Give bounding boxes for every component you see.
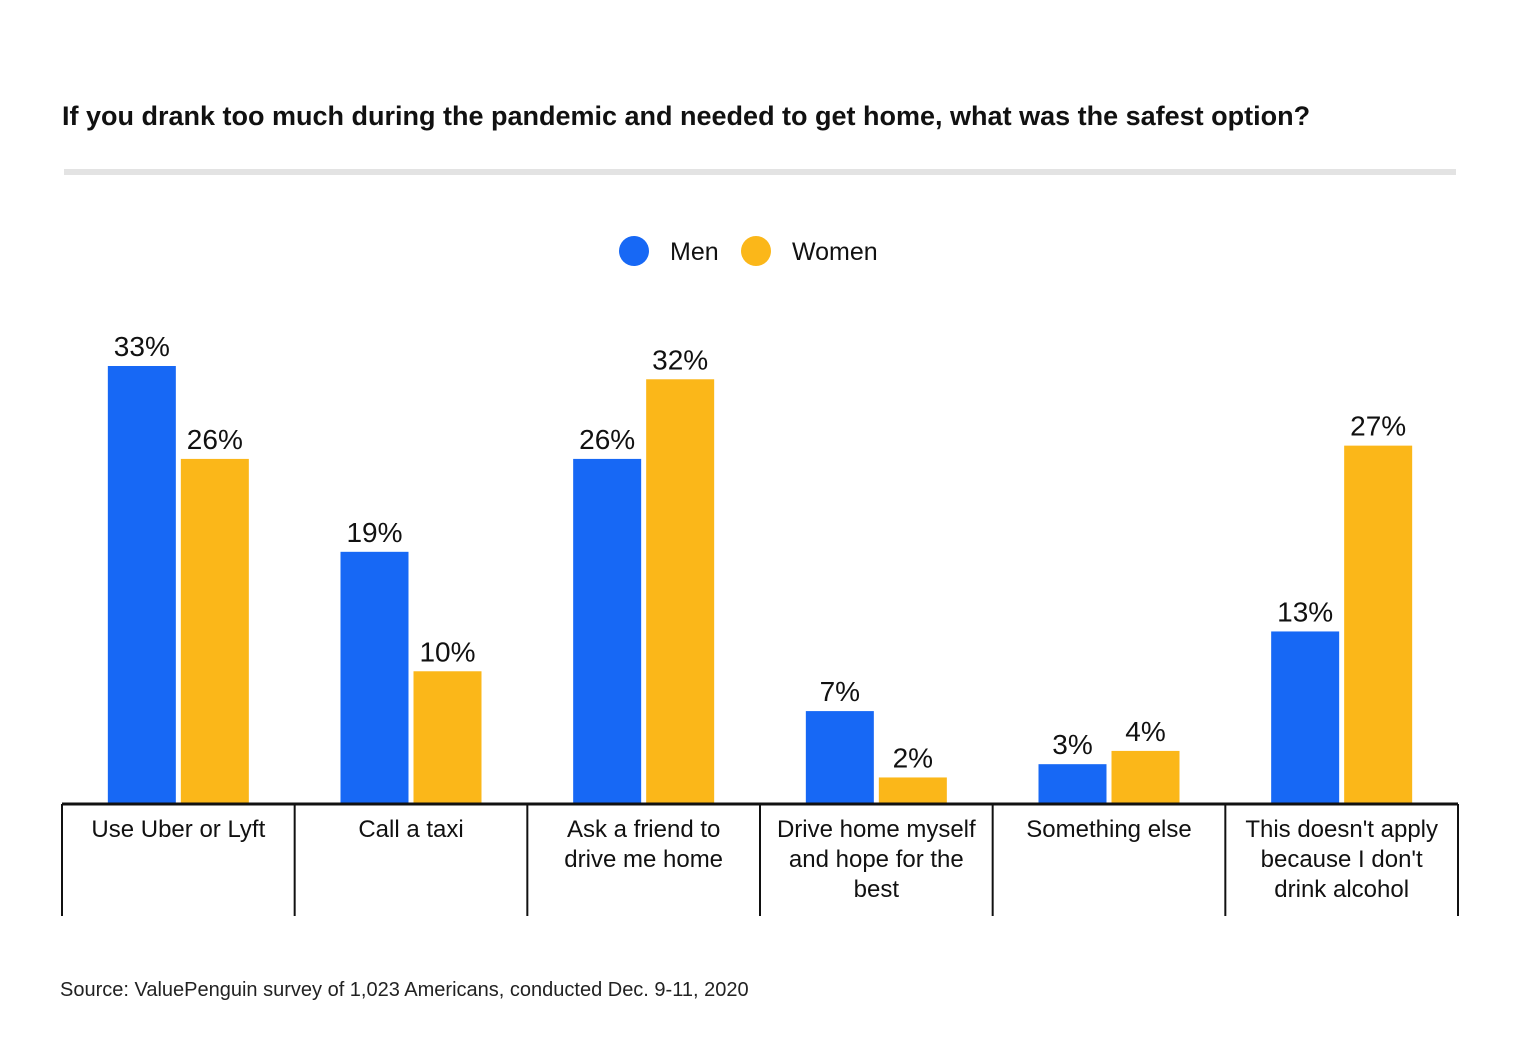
bar-men-3: [806, 711, 874, 804]
value-label-men-0: 33%: [114, 331, 170, 362]
bar-chart: If you drank too much during the pandemi…: [0, 0, 1520, 1064]
legend-label-women: Women: [792, 238, 878, 266]
value-label-women-3: 2%: [893, 742, 933, 773]
title-divider: [64, 169, 1456, 175]
category-label-5-line-1: because I don't: [1261, 846, 1423, 873]
value-label-women-1: 10%: [419, 636, 475, 667]
category-label-3-line-2: best: [854, 876, 900, 903]
bar-men-2: [573, 459, 641, 804]
bar-men-0: [108, 366, 176, 804]
legend-label-men: Men: [670, 238, 719, 266]
category-label-5-line-0: This doesn't apply: [1245, 816, 1438, 843]
category-label-3-line-1: and hope for the: [789, 846, 964, 873]
category-label-2-line-0: Ask a friend to: [567, 816, 720, 843]
category-label-4-line-0: Something else: [1026, 816, 1191, 843]
category-label-3-line-0: Drive home myself: [777, 816, 976, 843]
bar-women-1: [414, 671, 482, 804]
value-label-men-1: 19%: [346, 517, 402, 548]
bar-women-5: [1344, 446, 1412, 804]
bar-men-4: [1039, 764, 1107, 804]
bar-women-4: [1112, 751, 1180, 804]
value-label-men-2: 26%: [579, 424, 635, 455]
value-label-men-3: 7%: [820, 676, 860, 707]
bar-men-5: [1271, 631, 1339, 804]
chart-title: If you drank too much during the pandemi…: [62, 101, 1310, 131]
value-label-women-5: 27%: [1350, 411, 1406, 442]
legend: Men Women: [619, 236, 878, 266]
category-label-5-line-2: drink alcohol: [1274, 876, 1409, 903]
category-label-2-line-1: drive me home: [564, 846, 723, 873]
source-note: Source: ValuePenguin survey of 1,023 Ame…: [60, 979, 749, 1001]
legend-swatch-men: [619, 236, 649, 266]
value-label-men-4: 3%: [1052, 729, 1092, 760]
value-label-women-0: 26%: [187, 424, 243, 455]
bar-women-3: [879, 777, 947, 804]
value-label-women-4: 4%: [1125, 716, 1165, 747]
value-label-women-2: 32%: [652, 344, 708, 375]
legend-swatch-women: [741, 236, 771, 266]
chart-container: If you drank too much during the pandemi…: [0, 0, 1520, 1064]
value-labels-group: 33% 26% 19% 10% 26% 32% 7% 2% 3% 4% 13% 27%: [114, 331, 1406, 773]
bars-group: [108, 366, 1412, 804]
category-label-0-line-0: Use Uber or Lyft: [91, 816, 265, 843]
category-label-1-line-0: Call a taxi: [358, 816, 463, 843]
bar-women-2: [646, 379, 714, 804]
category-labels-group: Use Uber or Lyft Call a taxi Ask a friend …: [91, 816, 1438, 903]
bar-women-0: [181, 459, 249, 804]
bar-men-1: [341, 552, 409, 804]
value-label-men-5: 13%: [1277, 596, 1333, 627]
